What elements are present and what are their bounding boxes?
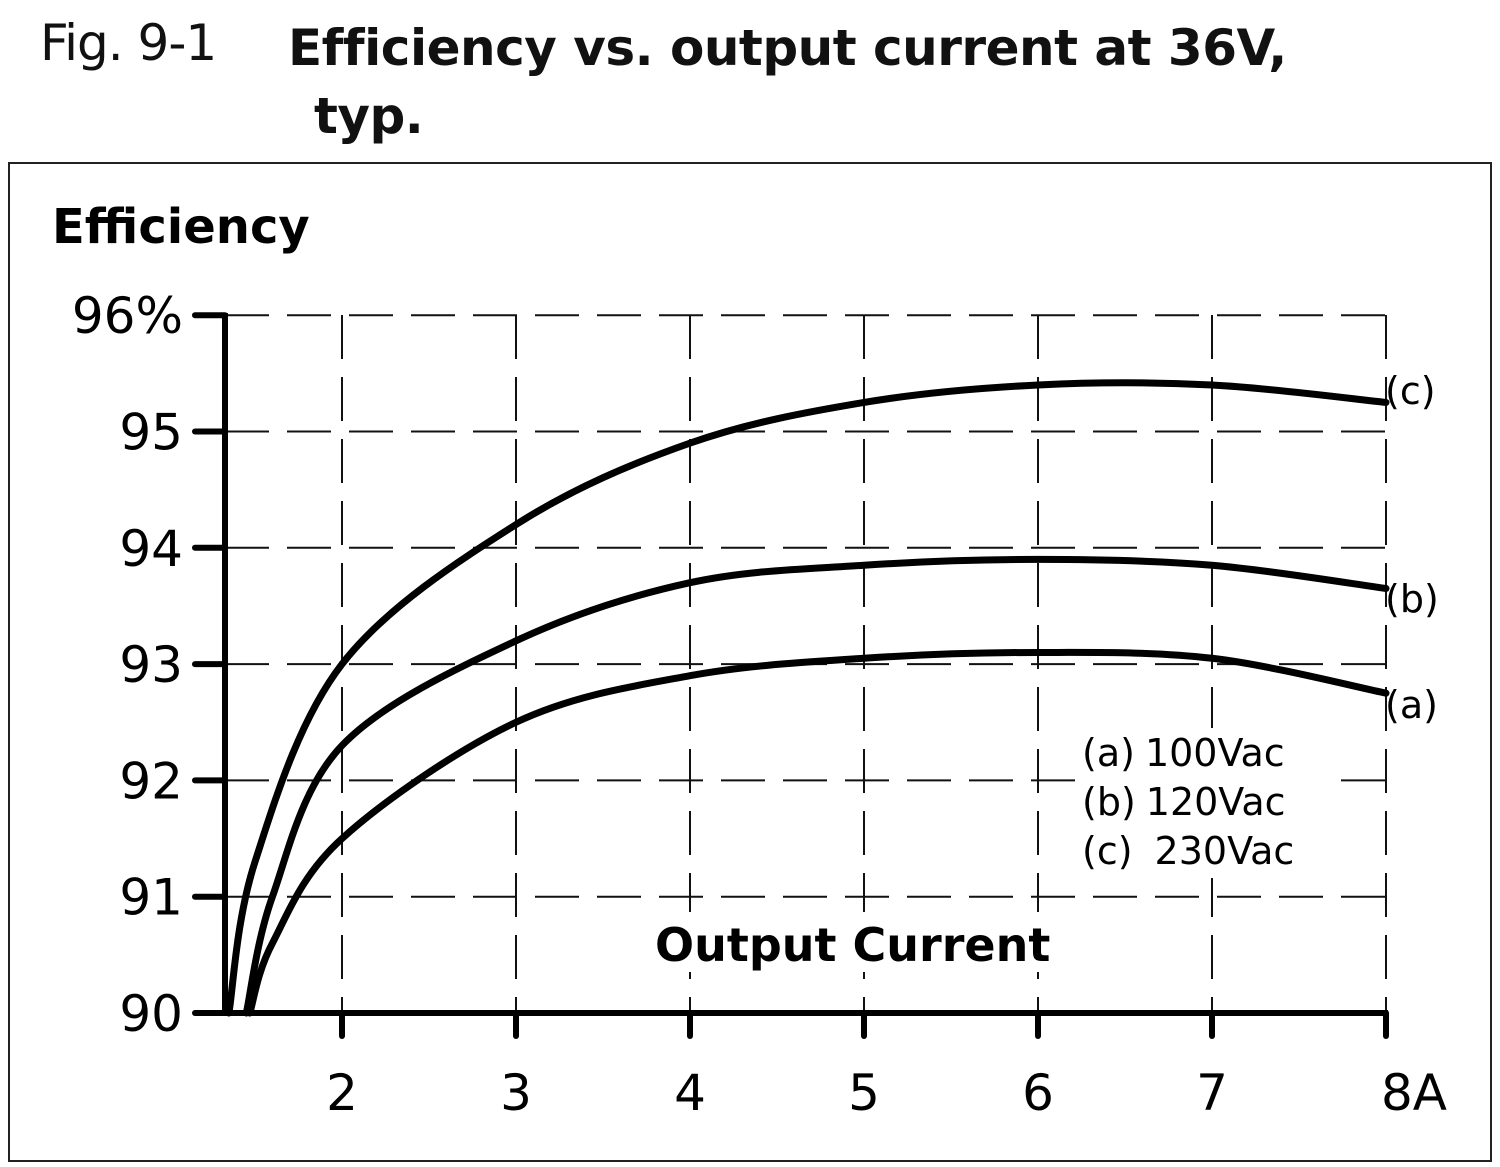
efficiency-curves (225, 379, 1390, 1017)
x-tick-label: 6 (1022, 1064, 1054, 1122)
x-tick-label: 7 (1196, 1064, 1228, 1122)
x-label-background (650, 912, 1115, 972)
legend: (a) 100Vac (b) 120Vac (c) 230Vac (1075, 728, 1340, 878)
x-tick-label: 3 (500, 1064, 532, 1122)
chart-frame (8, 162, 1492, 1162)
x-tick-label: 4 (674, 1064, 706, 1122)
y-tick-label: 93 (119, 636, 183, 694)
x-tick-label: 8A (1381, 1064, 1447, 1122)
figure-title-line2: typ. (314, 87, 424, 145)
y-tick-label: 94 (119, 520, 183, 578)
y-tick-label: 96% (72, 287, 183, 345)
x-axis-ticks: 2 3 4 5 6 7 8A (326, 1010, 1447, 1122)
x-axis-label: Output Current (655, 918, 1050, 972)
y-tick-label: 95 (119, 404, 183, 462)
curve-c-230vac (225, 379, 1390, 1017)
y-axis-ticks: 96% 95 94 93 92 91 90 (72, 287, 228, 1043)
x-tick-label: 2 (326, 1064, 358, 1122)
y-tick-label: 91 (119, 869, 183, 927)
figure-number: Fig. 9-1 (40, 14, 217, 72)
curve-b-120vac (242, 555, 1390, 1017)
curve-a-100vac (246, 648, 1390, 1017)
curve-label-c: (c) (1385, 369, 1436, 413)
y-tick-label: 90 (119, 985, 183, 1043)
y-axis-label: Efficiency (52, 199, 310, 255)
figure-title: Efficiency vs. output current at 36V, ty… (288, 14, 1388, 150)
legend-item-a: (a) 100Vac (1082, 731, 1285, 775)
legend-item-b: (b) 120Vac (1082, 780, 1286, 824)
y-tick-label: 92 (119, 752, 183, 810)
curve-label-a: (a) (1385, 683, 1438, 727)
figure-title-line1: Efficiency vs. output current at 36V, (288, 19, 1287, 77)
legend-background (1075, 728, 1340, 878)
x-tick-label: 5 (848, 1064, 880, 1122)
curve-label-b: (b) (1385, 577, 1439, 621)
legend-item-c: (c) 230Vac (1082, 829, 1294, 873)
